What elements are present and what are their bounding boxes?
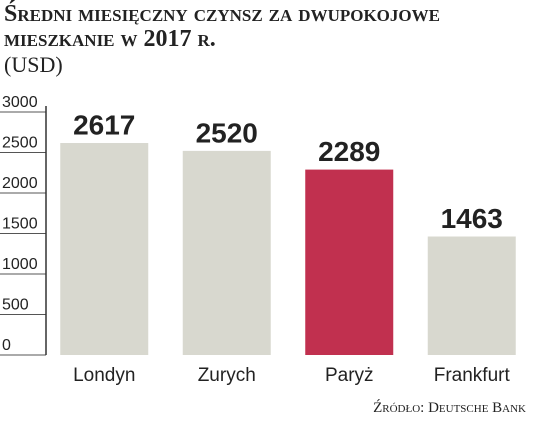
- value-label: 2289: [318, 136, 380, 167]
- bar: [60, 143, 149, 355]
- chart-subtitle: (USD): [4, 52, 63, 77]
- x-tick-label: Zurych: [198, 365, 256, 386]
- x-tick-label: Londyn: [73, 365, 135, 386]
- x-tick-label: Paryż: [325, 365, 374, 386]
- chart-title: Średni miesięczny czynsz za dwupokojowe …: [4, 1, 440, 52]
- value-label: 2520: [196, 117, 258, 148]
- y-tick-label: 3000: [2, 94, 38, 111]
- source-note: Źródło: Deutsche Bank: [373, 400, 526, 416]
- y-tick-label: 500: [2, 297, 29, 314]
- bar: [305, 169, 394, 355]
- bar: [427, 236, 516, 355]
- y-tick-label: 1500: [2, 216, 38, 233]
- y-tick-label: 2500: [2, 135, 38, 152]
- y-tick-label: 2000: [2, 175, 38, 192]
- value-label: 1463: [441, 203, 503, 234]
- bar: [182, 150, 271, 355]
- y-tick-label: 1000: [2, 256, 38, 273]
- y-tick-label: 0: [2, 337, 11, 354]
- x-tick-label: Frankfurt: [434, 365, 511, 386]
- value-label: 2617: [73, 109, 135, 140]
